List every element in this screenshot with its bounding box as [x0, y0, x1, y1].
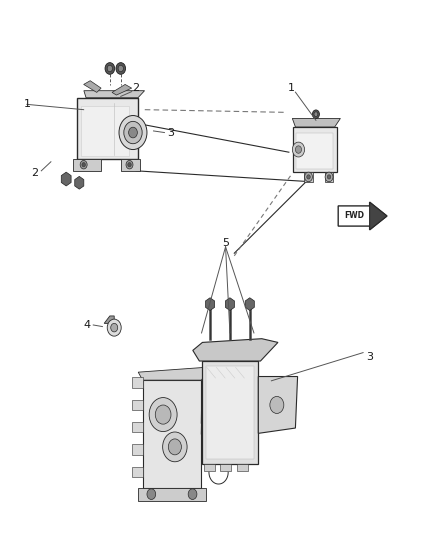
Circle shape: [325, 172, 333, 182]
Polygon shape: [132, 377, 143, 388]
Polygon shape: [193, 338, 278, 361]
Circle shape: [312, 110, 319, 118]
Polygon shape: [237, 464, 248, 471]
Polygon shape: [143, 380, 201, 488]
Text: 5: 5: [222, 238, 229, 247]
Circle shape: [147, 489, 155, 499]
Polygon shape: [77, 98, 138, 159]
Circle shape: [188, 489, 197, 499]
Polygon shape: [132, 444, 143, 455]
Circle shape: [126, 160, 133, 169]
Circle shape: [314, 112, 318, 117]
Polygon shape: [81, 106, 130, 156]
Polygon shape: [338, 202, 387, 230]
Text: 3: 3: [366, 352, 373, 362]
Circle shape: [119, 116, 147, 150]
Text: FWD: FWD: [344, 212, 364, 221]
Circle shape: [82, 163, 85, 167]
Polygon shape: [201, 361, 258, 464]
Circle shape: [128, 163, 131, 167]
Polygon shape: [132, 466, 143, 477]
Polygon shape: [245, 298, 254, 311]
Circle shape: [118, 65, 124, 72]
Circle shape: [162, 432, 187, 462]
Text: 2: 2: [31, 168, 38, 179]
Text: 2: 2: [132, 83, 140, 93]
Polygon shape: [61, 172, 71, 186]
Circle shape: [149, 398, 177, 432]
Polygon shape: [132, 400, 143, 410]
Polygon shape: [84, 91, 145, 98]
Circle shape: [155, 405, 171, 424]
Circle shape: [304, 172, 312, 182]
Text: 1: 1: [287, 83, 294, 93]
Polygon shape: [220, 464, 231, 471]
Circle shape: [107, 65, 113, 72]
Polygon shape: [325, 172, 333, 182]
Circle shape: [295, 146, 301, 154]
Polygon shape: [258, 376, 297, 433]
Circle shape: [292, 142, 304, 157]
Polygon shape: [204, 464, 215, 471]
Polygon shape: [121, 159, 141, 171]
Circle shape: [124, 122, 142, 144]
Circle shape: [105, 62, 115, 74]
Polygon shape: [104, 316, 114, 324]
Circle shape: [80, 160, 87, 169]
Circle shape: [168, 439, 181, 455]
Polygon shape: [296, 133, 333, 169]
Polygon shape: [304, 172, 313, 182]
Polygon shape: [293, 127, 337, 172]
Circle shape: [116, 62, 126, 74]
Polygon shape: [112, 84, 132, 95]
Polygon shape: [292, 118, 340, 127]
Text: 4: 4: [84, 320, 91, 330]
Circle shape: [307, 175, 310, 179]
Circle shape: [111, 324, 118, 332]
Text: 3: 3: [167, 127, 174, 138]
Circle shape: [270, 397, 284, 414]
Polygon shape: [73, 159, 101, 171]
Polygon shape: [206, 366, 254, 459]
Polygon shape: [370, 202, 387, 230]
Polygon shape: [132, 422, 143, 432]
Circle shape: [327, 175, 331, 179]
Circle shape: [129, 127, 138, 138]
Polygon shape: [205, 298, 215, 311]
Polygon shape: [84, 80, 101, 92]
Polygon shape: [226, 298, 234, 311]
Circle shape: [107, 319, 121, 336]
Text: 1: 1: [23, 99, 30, 109]
Polygon shape: [138, 488, 205, 501]
Polygon shape: [75, 176, 84, 189]
Polygon shape: [138, 367, 212, 380]
